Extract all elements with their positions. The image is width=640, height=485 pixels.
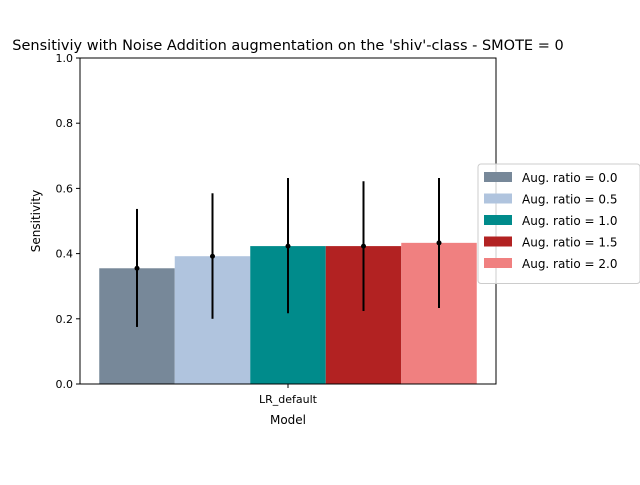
y-tick-label-3: 0.6	[56, 182, 74, 195]
legend-label-1: Aug. ratio = 0.5	[522, 193, 618, 207]
legend-frame	[477, 163, 640, 284]
x-tick-label-0: LR_default	[259, 393, 318, 406]
y-axis-label: Sensitivity	[29, 190, 43, 252]
error-bar-point-series-2	[285, 243, 291, 249]
y-tick-label-2: 0.4	[56, 248, 74, 261]
legend-label-3: Aug. ratio = 1.5	[522, 236, 618, 250]
chart-title: Sensitiviy with Noise Addition augmentat…	[12, 38, 563, 54]
y-axis: 0.0 0.2 0.4 0.6 0.8 1.0	[56, 52, 80, 391]
x-axis: LR_default	[259, 384, 318, 406]
legend: Aug. ratio = 0.0 Aug. ratio = 0.5 Aug. rat…	[477, 163, 640, 284]
legend-swatch-0	[484, 172, 512, 182]
error-bar-point-series-1	[210, 253, 215, 259]
error-bar-point-series-3	[361, 243, 366, 249]
y-tick-label-5: 1.0	[56, 52, 74, 65]
legend-label-4: Aug. ratio = 2.0	[522, 257, 618, 271]
y-tick-label-1: 0.2	[56, 313, 74, 326]
legend-swatch-4	[484, 258, 512, 268]
legend-label-0: Aug. ratio = 0.0	[522, 171, 618, 185]
legend-swatch-3	[484, 236, 512, 247]
legend-label-2: Aug. ratio = 1.0	[522, 214, 618, 228]
y-tick-label-4: 0.8	[56, 117, 74, 130]
error-bar-point-series-4	[436, 240, 442, 246]
error-bars-layer	[134, 177, 442, 327]
legend-swatch-2	[484, 215, 512, 225]
x-axis-label: Model	[270, 413, 306, 427]
legend-swatch-1	[484, 193, 512, 204]
error-bar-point-series-0	[134, 265, 140, 271]
y-tick-label-0: 0.0	[56, 378, 74, 391]
